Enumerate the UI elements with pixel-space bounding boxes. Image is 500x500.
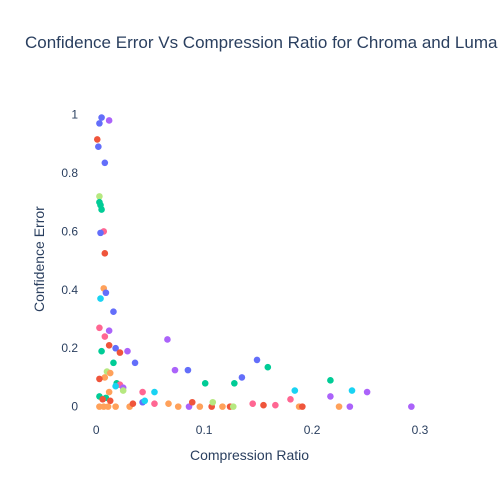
data-point: [231, 379, 238, 387]
data-point: [272, 401, 279, 409]
data-point: [102, 289, 110, 297]
y-tick-label: 1: [71, 108, 78, 122]
data-point: [101, 374, 109, 381]
data-point: [105, 327, 113, 335]
data-point: [327, 377, 334, 384]
data-point: [151, 388, 158, 396]
data-point: [99, 396, 106, 403]
data-point: [291, 387, 299, 394]
y-tick-label: 0.4: [61, 283, 78, 297]
data-point: [249, 400, 256, 408]
data-point: [363, 388, 371, 396]
data-point: [165, 400, 172, 408]
data-point: [348, 387, 356, 394]
data-point: [327, 393, 334, 400]
data-point: [105, 342, 113, 349]
data-point: [96, 120, 103, 127]
y-tick-label: 0.8: [61, 166, 78, 180]
x-tick-label: 0.3: [412, 423, 429, 437]
data-point: [124, 347, 131, 355]
data-point: [101, 159, 109, 167]
data-point: [408, 403, 415, 410]
data-point: [151, 400, 158, 408]
data-point: [110, 308, 117, 316]
x-tick-label: 0.2: [304, 423, 321, 437]
chart-title: Confidence Error Vs Compression Ratio fo…: [25, 33, 498, 52]
data-point: [129, 400, 137, 408]
y-tick-label: 0.2: [61, 341, 78, 355]
data-point: [112, 344, 119, 352]
data-point: [95, 143, 102, 151]
data-point: [299, 403, 306, 410]
y-tick-label: 0.6: [61, 224, 78, 238]
data-point: [112, 382, 119, 390]
y-tick-label: 0: [71, 400, 78, 414]
data-point: [229, 403, 237, 410]
x-axis-ticks: 0 0.1 0.2 0.3: [93, 423, 429, 437]
data-point: [184, 366, 192, 374]
data-points: [93, 114, 415, 410]
data-point: [96, 375, 103, 383]
data-point: [287, 396, 294, 403]
data-point: [116, 349, 124, 356]
data-point: [98, 206, 105, 213]
data-point: [112, 403, 119, 410]
data-point: [139, 388, 146, 396]
data-point: [105, 117, 113, 124]
data-point: [96, 193, 103, 200]
data-point: [253, 356, 261, 364]
y-axis-ticks: 0 0.2 0.4 0.6 0.8 1: [61, 108, 78, 414]
data-point: [196, 403, 204, 410]
data-point: [93, 136, 101, 143]
data-point: [219, 403, 226, 410]
data-point: [141, 397, 149, 405]
data-point: [104, 403, 112, 410]
data-point: [201, 379, 209, 387]
data-point: [98, 114, 105, 121]
data-point: [346, 403, 354, 410]
data-point: [260, 401, 267, 409]
data-point: [101, 250, 109, 257]
x-axis-label: Compression Ratio: [190, 447, 310, 463]
data-point: [98, 347, 105, 355]
data-point: [110, 359, 117, 367]
x-tick-label: 0: [93, 423, 100, 437]
data-point: [96, 324, 103, 332]
data-point: [238, 374, 246, 381]
data-point: [106, 369, 114, 377]
data-point: [106, 397, 114, 405]
data-point: [264, 363, 272, 371]
x-tick-label: 0.1: [196, 423, 213, 437]
data-point: [209, 398, 217, 406]
y-axis-label: Confidence Error: [31, 206, 47, 312]
data-point: [105, 388, 113, 396]
data-point: [164, 336, 171, 343]
data-point: [171, 366, 179, 374]
data-point: [131, 359, 139, 367]
data-point: [188, 398, 196, 406]
data-point: [97, 295, 104, 302]
data-point: [101, 333, 109, 340]
data-point: [174, 403, 182, 410]
data-point: [97, 229, 104, 237]
data-point: [335, 403, 343, 410]
data-point: [119, 387, 127, 394]
